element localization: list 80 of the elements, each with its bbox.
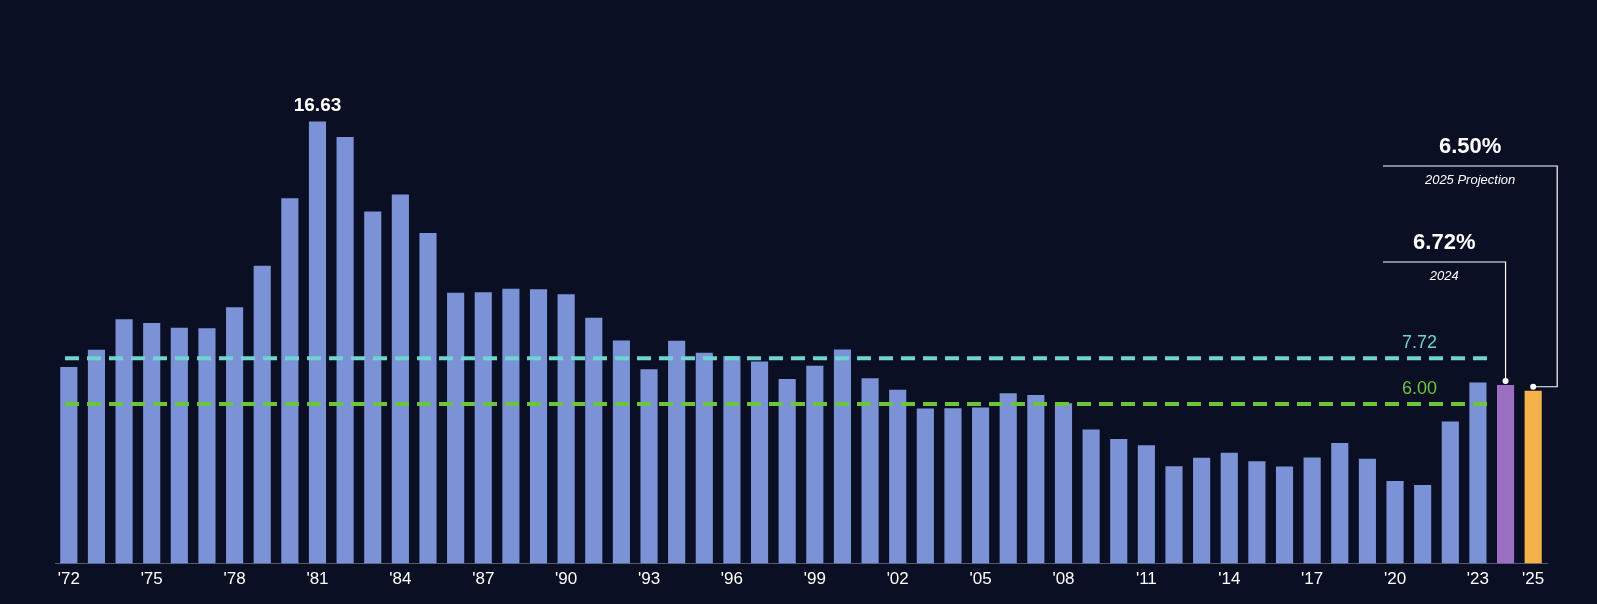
bar xyxy=(585,317,603,564)
x-tick-label: '23 xyxy=(1466,569,1489,589)
bar xyxy=(1441,421,1459,564)
bar xyxy=(1469,382,1487,564)
bar xyxy=(640,369,658,564)
bar xyxy=(1331,442,1349,564)
x-tick-label: '93 xyxy=(637,569,661,589)
bar xyxy=(447,292,465,564)
bar xyxy=(336,137,354,564)
bar xyxy=(502,288,520,564)
bar xyxy=(778,379,796,564)
x-tick-label: '20 xyxy=(1383,569,1407,589)
bar xyxy=(1248,461,1266,564)
bar xyxy=(419,233,437,564)
data-label: 16.63 xyxy=(293,94,342,116)
bar xyxy=(87,349,106,564)
x-tick-label: '11 xyxy=(1135,569,1157,589)
bar xyxy=(281,198,299,564)
bar xyxy=(750,361,769,564)
bar xyxy=(1414,484,1432,564)
bar xyxy=(474,292,492,564)
x-tick-label: '14 xyxy=(1218,569,1241,589)
x-tick-label: '81 xyxy=(306,569,329,589)
bar xyxy=(1358,458,1376,564)
bar xyxy=(1137,445,1155,564)
bar xyxy=(143,322,161,564)
bar xyxy=(1027,395,1045,564)
ref-line-label: 6.00 xyxy=(1401,378,1437,399)
bar xyxy=(115,319,133,564)
bar xyxy=(972,407,990,564)
bar xyxy=(557,294,575,564)
bar xyxy=(668,340,686,564)
bar xyxy=(1496,384,1515,564)
bar xyxy=(833,349,852,564)
bar xyxy=(944,408,962,564)
bar xyxy=(1303,457,1321,564)
x-tick-label: '96 xyxy=(720,569,743,589)
data-label: 6.50% xyxy=(1438,133,1502,159)
x-tick-label: '08 xyxy=(1052,569,1075,589)
bar xyxy=(1220,452,1238,564)
annotation: 2025 Projection xyxy=(1423,172,1516,188)
x-tick-label: '02 xyxy=(886,569,909,589)
data-label: 6.72% xyxy=(1413,229,1476,255)
bar xyxy=(529,289,548,564)
bar xyxy=(999,393,1017,564)
x-tick-label: '05 xyxy=(969,569,992,589)
ref-line-label: 7.72 xyxy=(1401,332,1437,353)
x-tick-label: '25 xyxy=(1522,569,1545,589)
bar xyxy=(1082,429,1100,564)
bar xyxy=(723,355,741,564)
x-tick-label: '84 xyxy=(389,569,412,589)
bar xyxy=(889,389,907,564)
bar xyxy=(253,265,271,564)
bar xyxy=(1275,466,1294,564)
x-tick-label: '75 xyxy=(140,569,163,589)
x-tick-label: '17 xyxy=(1301,569,1324,589)
bar xyxy=(695,352,713,564)
bar xyxy=(364,211,382,564)
bar xyxy=(916,408,934,564)
bar xyxy=(198,328,216,564)
x-tick-label: '99 xyxy=(803,569,826,589)
x-tick-label: '72 xyxy=(57,569,80,589)
bar xyxy=(170,327,188,564)
x-tick-label: '78 xyxy=(223,569,246,589)
bar xyxy=(806,365,824,564)
bar xyxy=(226,307,244,564)
bar xyxy=(1054,403,1073,564)
bar xyxy=(1193,457,1211,564)
bar xyxy=(308,121,327,564)
bar xyxy=(1110,438,1128,564)
annotation: 2024 xyxy=(1428,268,1459,284)
bar xyxy=(60,367,78,564)
bar xyxy=(1386,480,1404,564)
x-tick-label: '87 xyxy=(472,569,495,589)
bar xyxy=(391,194,409,564)
bar xyxy=(1165,466,1183,564)
bar xyxy=(861,378,879,564)
bar xyxy=(1524,390,1542,564)
x-tick-label: '90 xyxy=(555,569,578,589)
bar xyxy=(612,340,630,564)
